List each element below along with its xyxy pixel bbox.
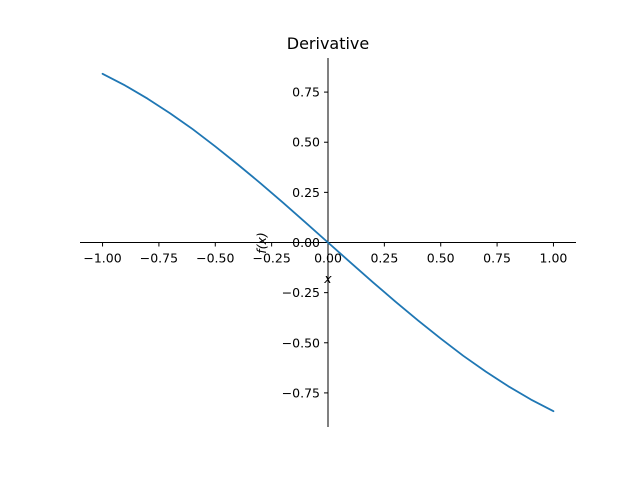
x-tick-label: −1.00 bbox=[83, 251, 121, 266]
y-tick-label: 0.50 bbox=[292, 135, 320, 150]
y-tick-label: −0.50 bbox=[282, 335, 320, 350]
chart-title: Derivative bbox=[287, 34, 370, 53]
plot-area bbox=[101, 72, 555, 413]
x-tick-label: −0.75 bbox=[140, 251, 178, 266]
x-tick-label: −0.25 bbox=[252, 251, 290, 266]
x-tick-label: 0.50 bbox=[427, 251, 455, 266]
y-axis-label: f(x) bbox=[254, 232, 269, 254]
axes: −1.00 −0.75 −0.50 −0.25 0.00 0.25 0.50 0.75 1.00… bbox=[80, 58, 576, 427]
x-tick-label: 0.00 bbox=[314, 251, 342, 266]
series-line bbox=[101, 72, 555, 413]
y-tick-label: 0.00 bbox=[292, 235, 320, 250]
y-tick-label: 0.75 bbox=[292, 85, 320, 100]
x-tick-label: 0.25 bbox=[370, 251, 398, 266]
x-tick-label: −0.50 bbox=[196, 251, 234, 266]
x-tick-label: 0.75 bbox=[483, 251, 511, 266]
y-tick-label: 0.25 bbox=[292, 185, 320, 200]
x-tick-label: 1.00 bbox=[540, 251, 568, 266]
y-tick-label: −0.75 bbox=[282, 385, 320, 400]
x-axis-label: x bbox=[323, 271, 332, 286]
y-tick-label: −0.25 bbox=[282, 285, 320, 300]
